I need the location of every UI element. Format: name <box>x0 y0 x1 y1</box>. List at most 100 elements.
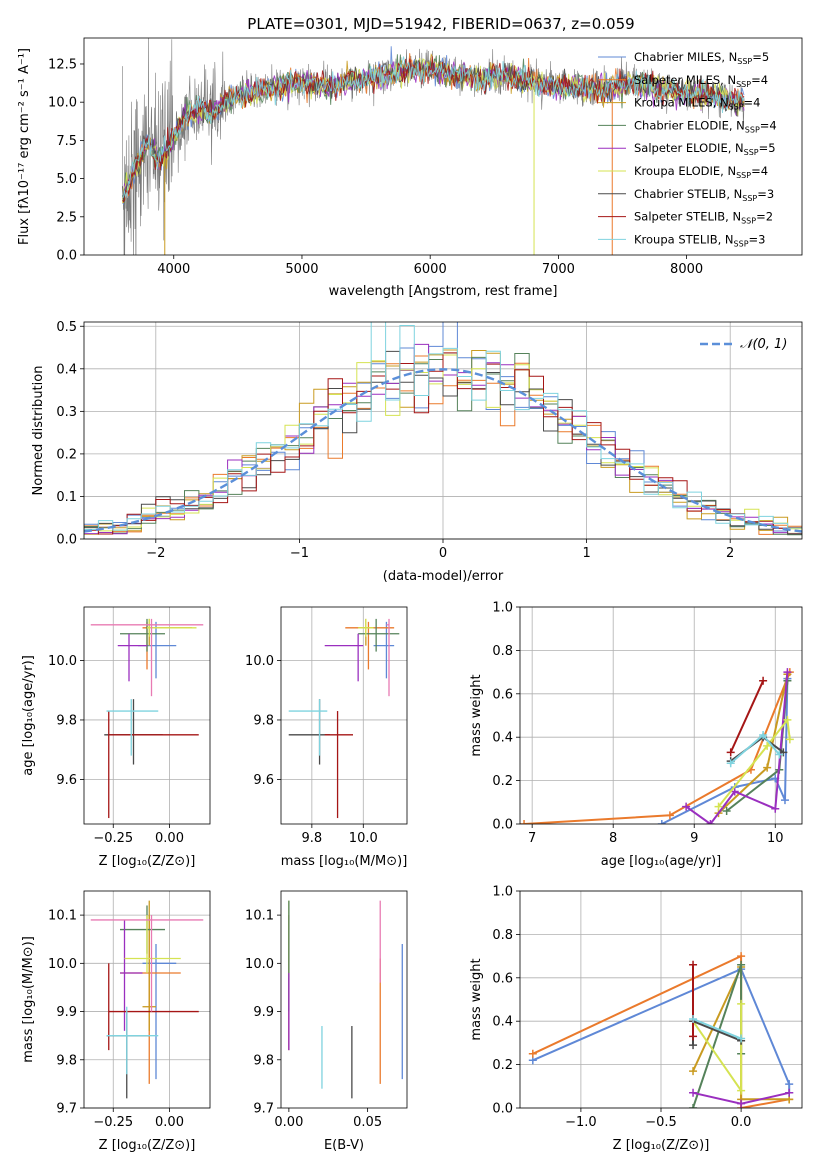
histogram-series-8 <box>84 352 802 539</box>
axes-frame <box>519 606 803 825</box>
weight-marker <box>779 748 788 757</box>
x-tick-label: 6000 <box>414 262 447 277</box>
weight-marker <box>689 1015 698 1024</box>
y-tick-label: 0.0 <box>56 249 77 264</box>
legend-entry-2: Salpeter MILES, NSSP=4 <box>634 73 768 89</box>
legend-tail: =4 <box>760 118 777 132</box>
x-axis-label: age [log₁₀(age/yr)] <box>601 854 722 869</box>
axes-frame <box>280 606 408 825</box>
panel-2: −2 −1 0 1 2 0.0 0.1 0.2 0.3 0.4 0.5 𝒩(0, 1) (data-mo… <box>31 320 803 584</box>
legend-entry-normal: 𝒩(0, 1) <box>740 337 787 352</box>
weight-marker <box>737 999 746 1008</box>
x-tick-label: −1.0 <box>565 1115 597 1130</box>
x-tick-label: −0.5 <box>645 1115 677 1130</box>
panel-1: 4000 5000 6000 7000 8000 0.0 2.5 5.0 7.5 10.0 12.5… <box>17 37 803 299</box>
axes-frame <box>83 37 803 256</box>
plot-area <box>288 618 400 819</box>
weight-marker <box>763 763 772 772</box>
histogram-series-7 <box>84 350 802 539</box>
weight-marker <box>763 741 772 750</box>
y-tick-label: 9.7 <box>56 1102 77 1117</box>
x-axis-label: Z [log₁₀(Z/Z⊙)] <box>99 854 196 869</box>
y-tick-label: 0.0 <box>56 533 77 548</box>
y-tick-label: 1.0 <box>492 601 513 616</box>
weight-marker <box>737 1099 746 1108</box>
x-axis-label: mass [log₁₀(M/M⊙)] <box>281 854 408 869</box>
weight-marker <box>665 811 674 820</box>
y-tick-label: 10.0 <box>245 654 274 669</box>
y-tick-label: 0.4 <box>492 731 513 746</box>
legend-base: Salpeter ELODIE, N <box>634 141 744 155</box>
legend-tail: =3 <box>749 232 766 246</box>
x-tick-label: 10.0 <box>349 831 378 846</box>
legend-entry-8: Salpeter STELIB, NSSP=2 <box>634 210 773 226</box>
weight-marker <box>726 759 735 768</box>
weight-marker <box>775 750 784 759</box>
weight-marker <box>759 676 768 685</box>
y-tick-label: 0.2 <box>492 1058 513 1073</box>
legend-base: Chabrier MILES, N <box>634 50 737 64</box>
x-axis-label: Z [log₁₀(Z/Z⊙)] <box>613 1138 710 1153</box>
y-tick-label: 2.5 <box>56 210 77 225</box>
y-tick-label: 0.4 <box>56 362 77 377</box>
y-tick-label: 0.1 <box>56 490 77 505</box>
y-tick-label: 0.6 <box>492 971 513 986</box>
x-tick-label: 7000 <box>542 262 575 277</box>
y-tick-label: 0.0 <box>492 818 513 833</box>
legend-sub: SSP <box>734 239 749 248</box>
weight-marker <box>783 715 792 724</box>
x-tick-label: 4000 <box>157 262 190 277</box>
y-tick-label: 9.7 <box>253 1102 274 1117</box>
y-axis-label: Flux [fλ10⁻¹⁷ erg cm⁻² s⁻¹ A⁻¹] <box>17 48 32 245</box>
weight-marker <box>706 820 715 824</box>
axes-frame <box>83 606 211 825</box>
y-tick-label: 9.8 <box>253 1053 274 1068</box>
legend-sub: SSP <box>736 171 751 180</box>
x-tick-label: 1 <box>582 546 590 561</box>
figure-title: PLATE=0301, MJD=51942, FIBERID=0637, z=0… <box>247 15 634 33</box>
weight-marker <box>714 802 723 811</box>
weight-marker <box>689 1088 698 1097</box>
weight-marker <box>785 735 794 744</box>
panel-3: −0.25 0.00 9.6 9.8 10.0 Z [log₁₀(Z/Z⊙)] age [l… <box>21 606 211 869</box>
weight-marker <box>689 960 698 969</box>
weight-marker <box>689 1104 698 1108</box>
y-tick-label: 10.0 <box>245 957 274 972</box>
legend-sub: SSP <box>729 103 744 112</box>
y-tick-label: 10.1 <box>245 909 274 924</box>
x-tick-label: 10 <box>767 831 784 846</box>
legend-sub: SSP <box>737 57 752 66</box>
y-tick-label: 10.0 <box>48 957 77 972</box>
y-tick-label: 9.8 <box>56 1053 77 1068</box>
legend-tail: =4 <box>744 96 761 110</box>
legend-tail: =4 <box>751 73 768 87</box>
weight-marker <box>520 820 529 824</box>
plot-area <box>528 952 794 1108</box>
y-axis-label: mass weight <box>469 958 484 1040</box>
panel-6: −0.25 0.00 9.7 9.8 9.9 10.0 10.1 Z [log₁₀(Z/Z⊙)… <box>21 890 211 1153</box>
weight-marker <box>689 1067 698 1076</box>
legend-sub: SSP <box>744 148 759 157</box>
legend-base: Chabrier STELIB, N <box>634 187 742 201</box>
legend-entry-5: Salpeter ELODIE, NSSP=5 <box>634 141 776 157</box>
axes-frame <box>280 890 408 1109</box>
y-tick-label: 0.0 <box>492 1102 513 1117</box>
legend-entry-7: Chabrier STELIB, NSSP=3 <box>634 187 774 203</box>
y-tick-label: 0.2 <box>492 774 513 789</box>
legend-base: Salpeter STELIB, N <box>634 210 741 224</box>
x-axis-label: wavelength [Angstrom, rest frame] <box>329 284 558 299</box>
y-tick-label: 7.5 <box>56 134 77 149</box>
x-axis-label: (data-model)/error <box>383 569 504 584</box>
weight-series-8 <box>729 680 765 753</box>
weight-marker <box>737 960 746 969</box>
x-tick-label: 0.00 <box>274 1115 303 1130</box>
y-tick-label: 0.2 <box>56 447 77 462</box>
legend-entry-9: Kroupa STELIB, NSSP=3 <box>634 232 765 248</box>
x-tick-label: −0.25 <box>93 831 133 846</box>
y-tick-label: 0.8 <box>492 644 513 659</box>
weight-marker <box>737 1034 746 1043</box>
y-tick-label: 10.1 <box>48 909 77 924</box>
legend-sub: SSP <box>742 194 757 203</box>
legend-entry-4: Chabrier ELODIE, NSSP=4 <box>634 118 777 134</box>
x-tick-label: 8 <box>609 831 617 846</box>
